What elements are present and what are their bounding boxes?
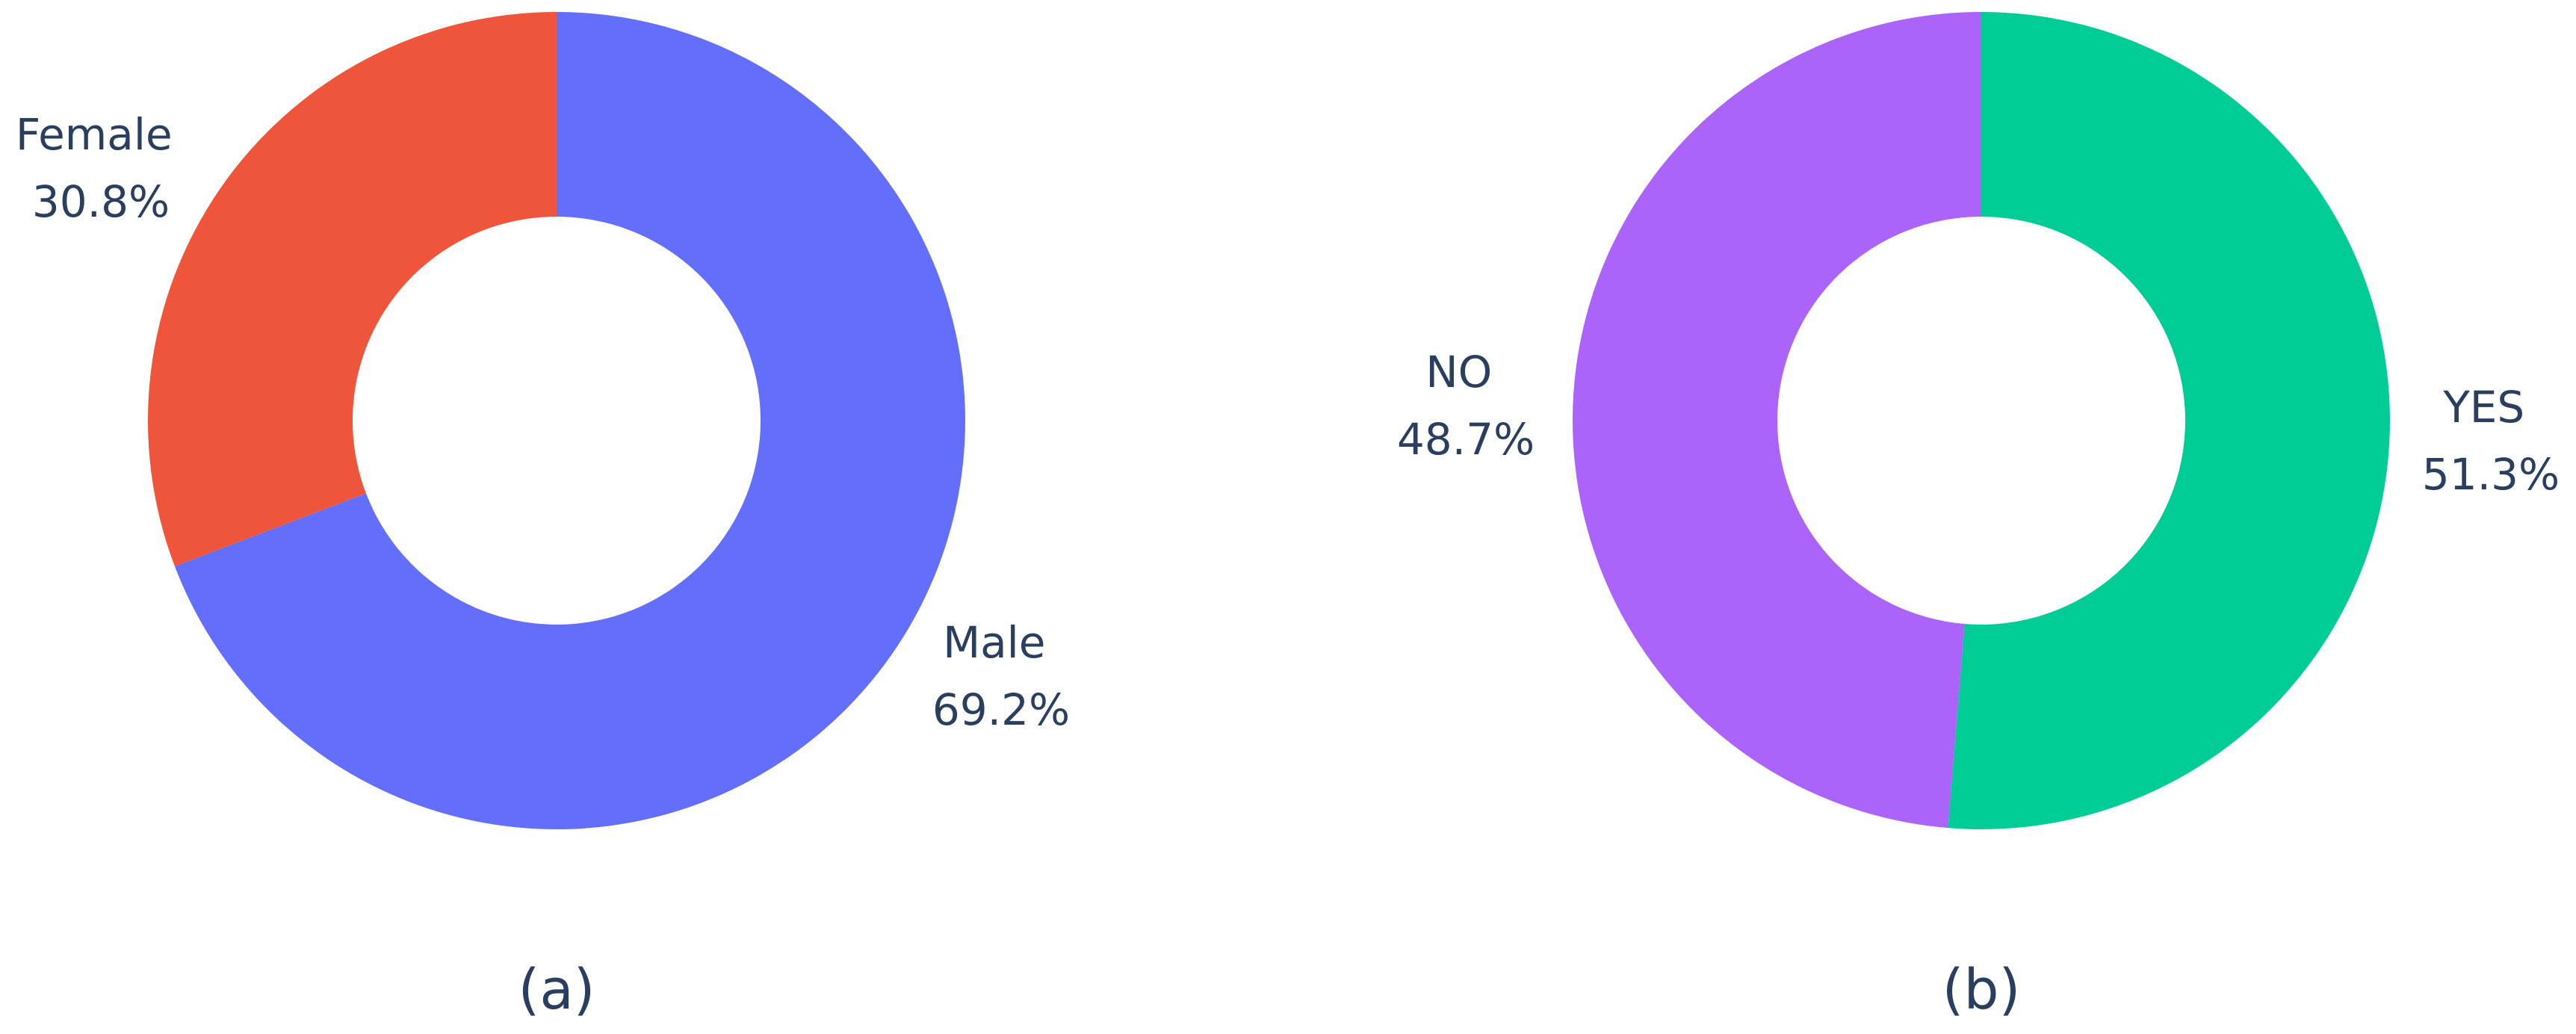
slice-yes <box>1948 12 2390 829</box>
donut-chart-b: YES 51.3% NO 48.7% (b) <box>1397 11 2560 1022</box>
label-male: Male 69.2% <box>932 617 1070 735</box>
label-no: NO 48.7% <box>1397 347 1535 465</box>
caption-b: (b) <box>1942 958 2021 1022</box>
slice-no <box>1572 11 1981 829</box>
donut-chart-a: Male 69.2% Female 30.8% (a) <box>16 12 1070 1022</box>
label-yes: YES 51.3% <box>2422 382 2560 500</box>
label-female: Female 30.8% <box>16 109 186 227</box>
slice-male <box>174 12 965 829</box>
slice-female <box>147 12 557 566</box>
caption-a: (a) <box>518 958 595 1022</box>
